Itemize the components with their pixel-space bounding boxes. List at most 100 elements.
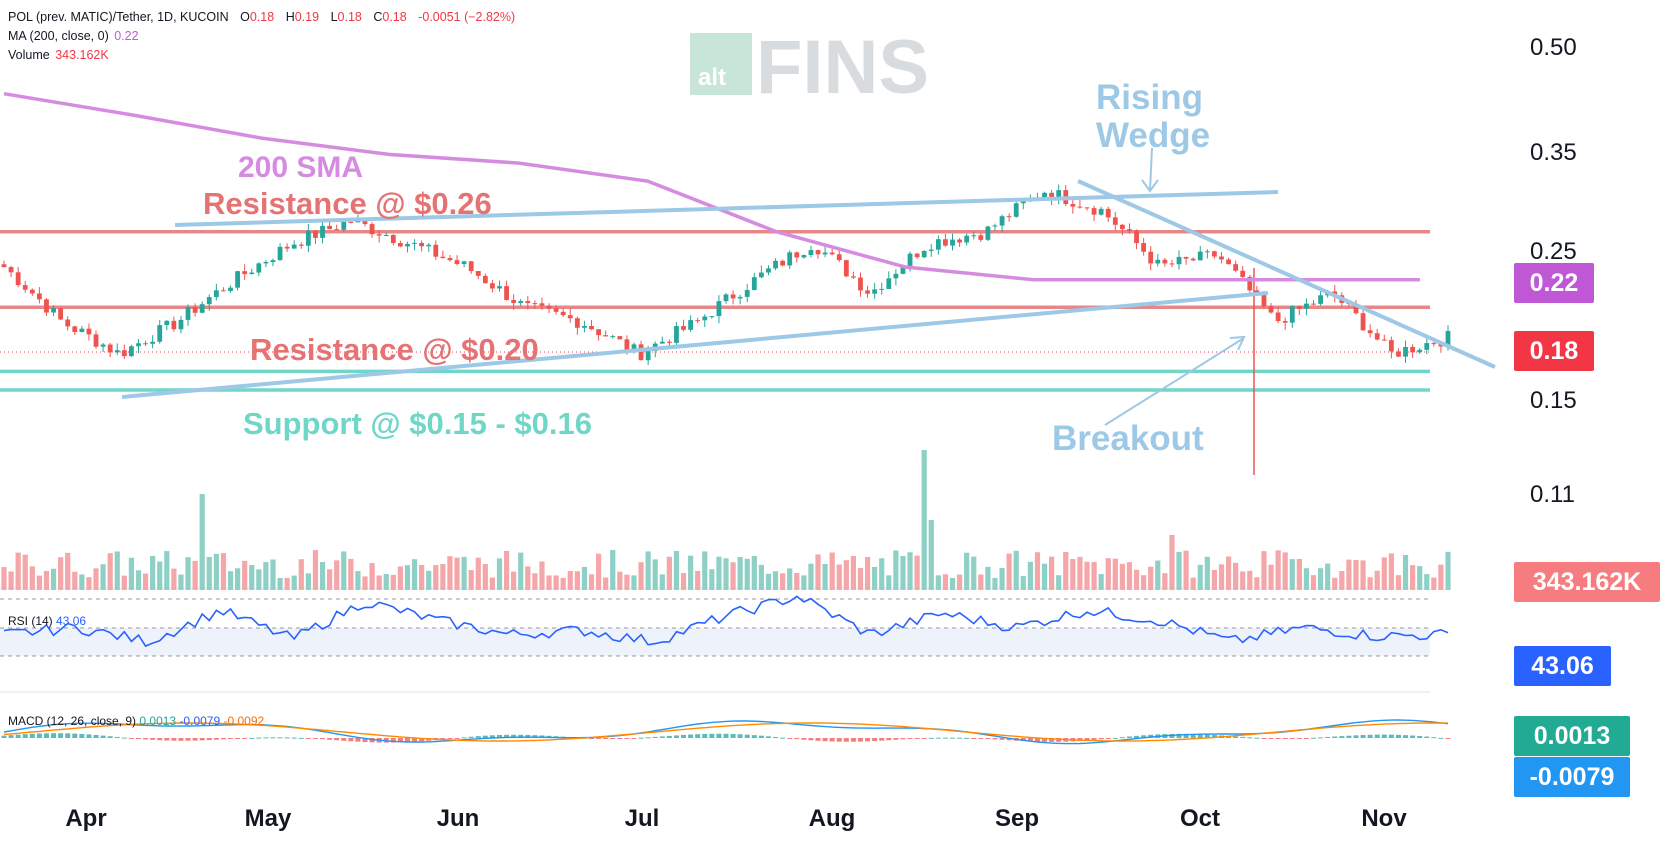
candle-body <box>206 297 212 305</box>
symbol-legend[interactable]: POL (prev. MATIC)/Tether, 1D, KUCOIN O0.… <box>8 10 516 24</box>
macd-hist-bar <box>29 733 35 738</box>
volume-bar <box>454 557 460 590</box>
volume-bar <box>1374 570 1380 590</box>
candle-body <box>291 244 297 249</box>
volume-bar <box>794 573 800 590</box>
macd-hist-bar <box>171 738 177 741</box>
macd-hist-bar <box>164 738 170 741</box>
macd-hist-bar <box>971 738 977 739</box>
macd-hist-bar <box>475 736 481 738</box>
volume-bar <box>737 556 743 590</box>
macd-hist-bar <box>1190 734 1196 738</box>
volume-bar <box>334 560 340 590</box>
macd-hist-bar <box>1424 736 1430 738</box>
macd-hist-bar <box>1134 735 1140 738</box>
rsi-legend[interactable]: RSI (14) 43.06 <box>8 614 87 628</box>
candle-body <box>999 216 1005 226</box>
volume-legend[interactable]: Volume 343.162K <box>8 48 109 62</box>
candle-body <box>93 334 99 347</box>
ma-value: 0.22 <box>114 29 139 43</box>
macd-hist-bar <box>348 738 354 742</box>
candle-body <box>107 344 113 353</box>
macd-hist-bar <box>850 738 856 742</box>
volume-bar <box>730 562 736 590</box>
candle-body <box>674 326 679 343</box>
volume-bar <box>1197 564 1203 590</box>
macd-hist-bar <box>518 734 524 738</box>
candle-body <box>582 326 587 328</box>
candle-body <box>29 289 35 294</box>
volume-bar <box>716 556 722 590</box>
macd-hist-bar <box>242 738 248 739</box>
macd-hist-bar <box>482 735 488 738</box>
volume-bar <box>43 570 50 590</box>
macd-hist-bar <box>765 736 771 738</box>
macd-hist-bar <box>857 738 863 742</box>
volume-bar <box>8 571 14 590</box>
macd-hist-bar <box>1006 738 1012 741</box>
macd-hist-bar <box>235 738 241 739</box>
candle-body <box>737 296 743 299</box>
resistance-20-annotation: Resistance @ $0.20 <box>250 332 539 367</box>
volume-bar <box>872 566 878 590</box>
candle-body <box>851 276 856 278</box>
volume-bar <box>397 566 403 590</box>
volume-bar <box>263 562 269 590</box>
candle-body <box>341 221 347 230</box>
macd-hist-bar <box>589 738 595 739</box>
candle-body <box>1070 204 1076 207</box>
candle-body <box>249 272 255 275</box>
macd-hist-bar <box>978 738 984 739</box>
macd-hist-bar <box>397 738 403 743</box>
macd-hist-bar <box>1339 736 1345 738</box>
macd-hist-bar <box>291 737 297 739</box>
macd-value: -0.0079 <box>179 714 221 728</box>
volume-bar <box>1381 557 1387 590</box>
volume-bar <box>914 555 920 590</box>
candle-body <box>758 272 764 278</box>
volume-bar <box>956 574 963 590</box>
macd-hist-bar <box>72 733 78 738</box>
macd-hist-bar <box>872 738 878 742</box>
volume-bar <box>645 551 651 590</box>
volume-bar <box>1431 577 1437 590</box>
macd-hist-bar <box>1204 734 1210 738</box>
macd-hist-bar <box>404 738 410 743</box>
macd-hist-bar <box>1296 738 1302 739</box>
candle-body <box>1247 276 1253 291</box>
macd-hist-bar <box>1360 735 1366 738</box>
candle-body <box>1091 208 1097 215</box>
volume-bar <box>822 563 828 590</box>
macd-hist-bar <box>681 734 687 738</box>
candle-body <box>900 266 906 274</box>
candle-body <box>893 273 899 279</box>
candle-body <box>935 239 941 250</box>
candle-body <box>1056 190 1062 200</box>
macd-hist-bar <box>1303 738 1309 739</box>
volume-bar <box>666 556 672 590</box>
macd-hist-bar <box>1318 737 1324 739</box>
candle-body <box>1388 340 1394 352</box>
volume-bar <box>574 571 580 590</box>
candle-body <box>65 319 71 327</box>
volume-bar <box>978 574 984 590</box>
candle-body <box>702 316 708 321</box>
candle-body <box>362 219 368 225</box>
candle-body <box>815 250 821 255</box>
candle-body <box>843 260 849 277</box>
macd-hist-bar <box>1395 734 1401 738</box>
candle-body <box>376 234 382 236</box>
wedge-annotation-line2: Wedge <box>1096 116 1211 155</box>
volume-bar <box>1303 568 1310 590</box>
macd-hist-bar <box>730 733 736 738</box>
macd-legend[interactable]: MACD (12, 26, close, 9) 0.0013 -0.0079 -… <box>8 714 265 728</box>
volume-bar <box>468 570 474 590</box>
volume-bar <box>192 560 198 590</box>
macd-hist-bar <box>1410 735 1416 738</box>
volume-bar <box>751 555 757 590</box>
macd-hist-bar <box>206 738 212 741</box>
volume-bar <box>581 566 588 590</box>
volume-bar <box>673 550 680 590</box>
ma-legend[interactable]: MA (200, close, 0) 0.22 <box>8 29 139 43</box>
